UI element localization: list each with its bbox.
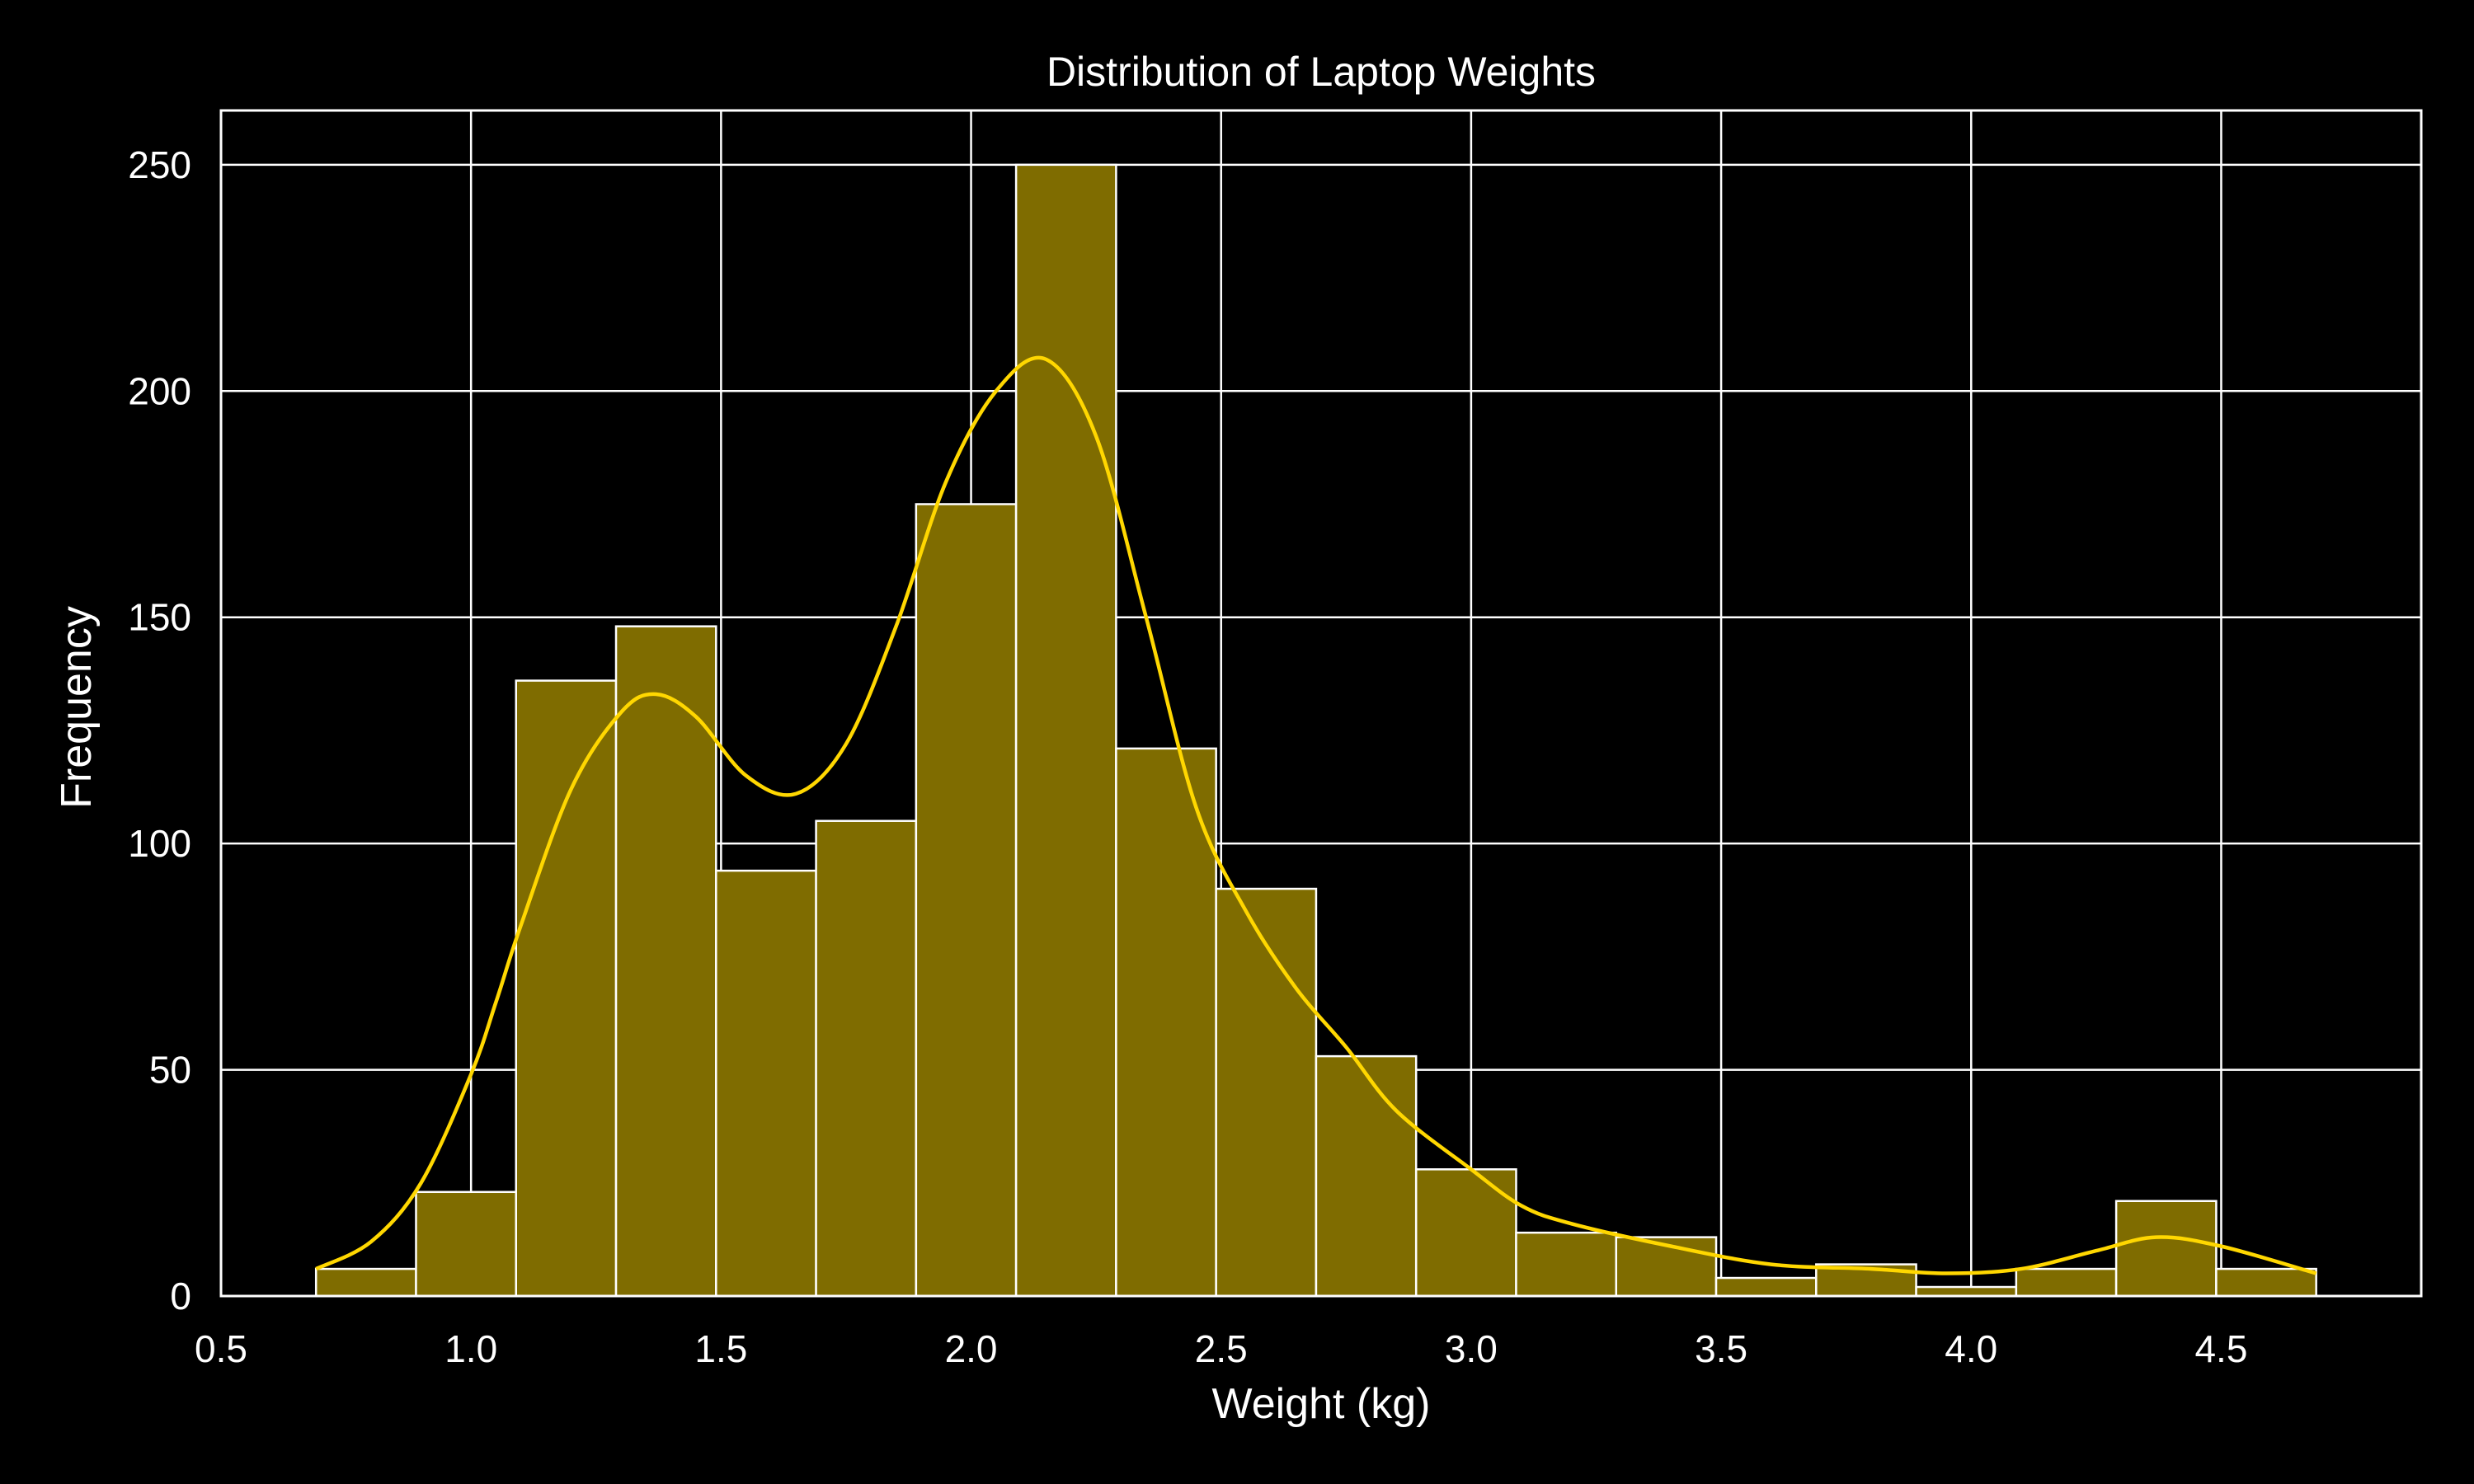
y-axis-ticks: 0 50 100 150 200 250 bbox=[128, 143, 191, 1317]
histogram-bar bbox=[2015, 1267, 2118, 1298]
histogram-bar bbox=[1014, 163, 1117, 1298]
y-tick-label: 0 bbox=[170, 1275, 191, 1317]
histogram-bar bbox=[1915, 1285, 2018, 1298]
x-tick-label: 2.5 bbox=[1195, 1327, 1248, 1370]
x-tick-label: 1.0 bbox=[444, 1327, 497, 1370]
histogram-bar bbox=[1414, 1168, 1517, 1298]
histogram-bar bbox=[1115, 747, 1217, 1298]
histogram-bar bbox=[1714, 1276, 1818, 1298]
histogram-bar bbox=[2215, 1267, 2317, 1298]
kde-curve bbox=[315, 355, 2317, 1275]
x-axis-ticks: 0.5 1.0 1.5 2.0 2.5 3.0 3.5 4.0 4.5 bbox=[195, 1327, 2247, 1370]
y-axis-label: Frequency bbox=[53, 606, 101, 809]
x-tick-label: 3.0 bbox=[1445, 1327, 1498, 1370]
histogram-bar bbox=[1515, 1231, 1618, 1298]
histogram-bars bbox=[314, 163, 2317, 1298]
y-tick-label: 50 bbox=[149, 1049, 191, 1092]
x-tick-label: 3.5 bbox=[1695, 1327, 1747, 1370]
x-tick-label: 4.5 bbox=[2194, 1327, 2247, 1370]
y-tick-label: 100 bbox=[128, 822, 191, 865]
x-axis-label: Weight (kg) bbox=[1212, 1380, 1431, 1428]
histogram-bar bbox=[515, 679, 618, 1298]
histogram-bar bbox=[1215, 887, 1318, 1298]
histogram-bar bbox=[314, 1267, 417, 1298]
y-tick-label: 250 bbox=[128, 143, 191, 186]
y-tick-label: 150 bbox=[128, 596, 191, 639]
histogram-bar bbox=[415, 1190, 518, 1298]
histogram-bar bbox=[2114, 1200, 2218, 1298]
x-tick-label: 1.5 bbox=[694, 1327, 747, 1370]
x-tick-label: 0.5 bbox=[195, 1327, 247, 1370]
y-tick-label: 200 bbox=[128, 369, 191, 412]
x-tick-label: 4.0 bbox=[1945, 1327, 1997, 1370]
histogram-bar bbox=[715, 869, 817, 1298]
chart-title: Distribution of Laptop Weights bbox=[1047, 49, 1596, 95]
x-tick-label: 2.0 bbox=[945, 1327, 998, 1370]
histogram-bar bbox=[815, 819, 918, 1298]
plot-frame bbox=[219, 109, 2423, 1298]
histogram-bar bbox=[915, 503, 1018, 1298]
histogram-bar bbox=[1315, 1054, 1418, 1298]
histogram-bar bbox=[614, 625, 717, 1298]
